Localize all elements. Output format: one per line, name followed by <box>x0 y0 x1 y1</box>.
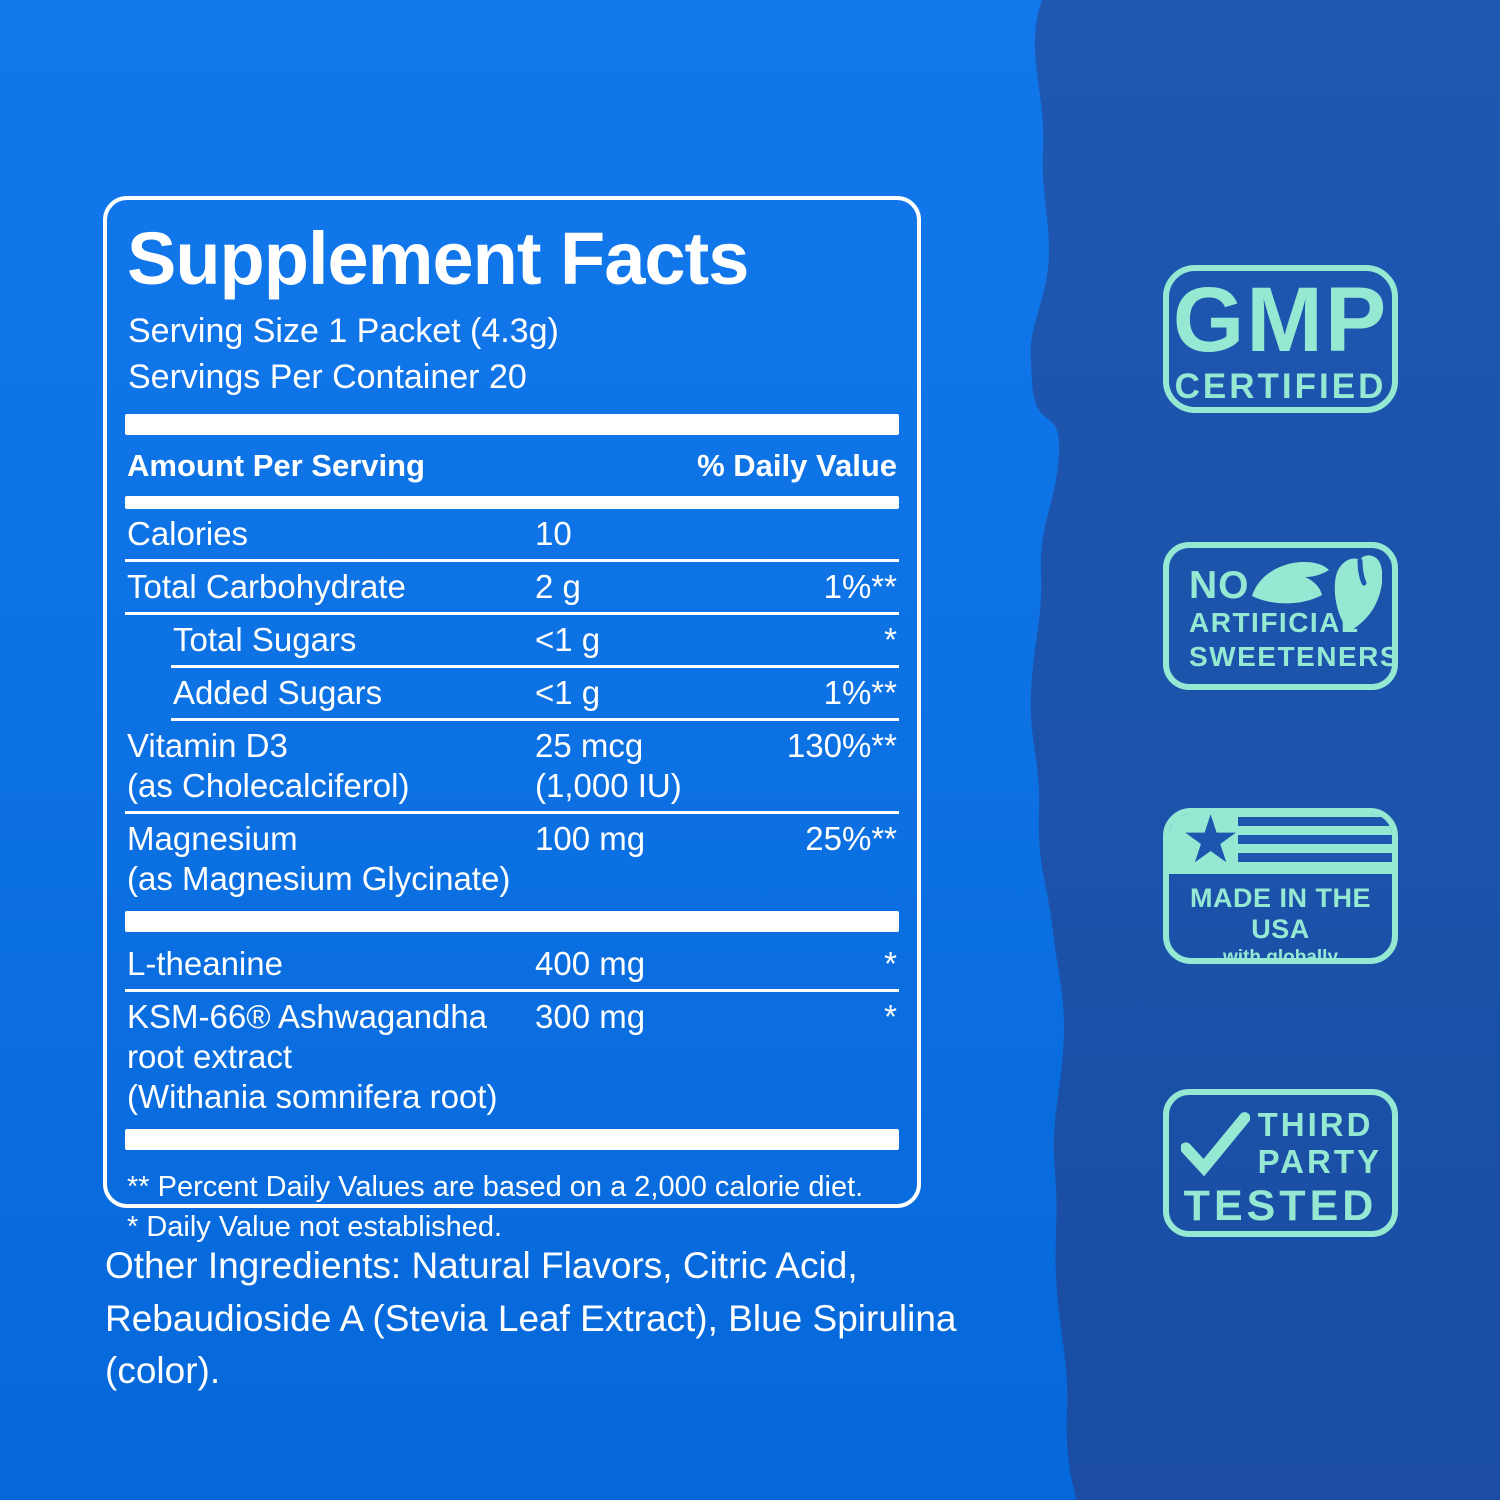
separator-bar-medium <box>125 496 899 509</box>
nutrient-amount: 100 mg <box>535 820 646 857</box>
nutrient-name: Total Carbohydrate <box>127 568 406 605</box>
heart-leaf-icon <box>1334 555 1382 631</box>
supplement-facts-panel: Supplement Facts Serving Size 1 Packet (… <box>103 196 921 1243</box>
table-row-calories: Calories 10 <box>125 509 899 559</box>
table-row-ashwagandha: KSM-66® Ashwagandha root extract (Withan… <box>125 992 899 1122</box>
nutrient-name: Added Sugars <box>173 674 383 711</box>
made-in-usa-badge: ★ MADE IN THE USA with globally sourced … <box>1163 808 1398 964</box>
gmp-badge-subtitle: CERTIFIED <box>1174 367 1387 407</box>
row-divider-indented <box>171 718 899 721</box>
nutrient-amount: 400 mg <box>535 945 646 982</box>
nutrient-name: Calories <box>127 515 249 552</box>
nutrient-daily-value: * <box>884 621 897 658</box>
flag-stripe-icon <box>1238 835 1392 844</box>
flag-stripe-icon <box>1238 853 1392 862</box>
nutrient-daily-value: 25%** <box>805 820 897 857</box>
nutrient-amount: 10 <box>535 515 572 552</box>
table-row-total-sugars: Total Sugars <1 g * <box>125 615 899 665</box>
nutrient-amount: <1 g <box>535 621 601 658</box>
tpt-line-tested: TESTED <box>1183 1182 1378 1230</box>
row-divider <box>125 559 899 562</box>
checkmark-icon <box>1181 1112 1250 1177</box>
nutrient-name: Vitamin D3 (as Cholecalciferol) <box>127 727 410 804</box>
row-divider <box>125 811 899 814</box>
made-in-usa-title: MADE IN THE USA <box>1190 883 1371 944</box>
tpt-line-third: THIRD <box>1257 1106 1374 1144</box>
separator-bar-thick <box>125 1129 899 1150</box>
third-party-words: THIRD PARTY <box>1257 1106 1382 1181</box>
usa-star-icon: ★ <box>1181 808 1241 878</box>
wave-shape <box>1030 0 1500 1500</box>
nutrient-daily-value: * <box>884 998 897 1035</box>
nutrient-daily-value: 1%** <box>823 674 897 711</box>
separator-bar-thick <box>125 911 899 932</box>
heart-leaf-cleft <box>1357 558 1367 586</box>
nutrient-amount: <1 g <box>535 674 601 711</box>
stevia-leaves-icon <box>1252 555 1382 631</box>
gmp-certified-badge: GMP CERTIFIED <box>1163 265 1398 413</box>
flag-stripe-icon <box>1238 817 1392 826</box>
nutrient-daily-value: 130%** <box>786 727 897 764</box>
nutrient-amount: 300 mg <box>535 998 646 1035</box>
no-artificial-sweeteners-badge: NO ARTIFICIAL SWEETENERS <box>1163 542 1401 690</box>
row-divider-indented <box>171 665 899 668</box>
other-ingredients-text: Other Ingredients: Natural Flavors, Citr… <box>105 1245 957 1392</box>
nas-line-no: NO <box>1189 564 1250 607</box>
daily-value-footnotes: ** Percent Daily Values are based on a 2… <box>127 1171 864 1243</box>
gmp-badge-title: GMP <box>1172 269 1389 371</box>
amount-per-serving-header: Amount Per Serving <box>127 448 425 483</box>
nas-line-artificial: ARTIFICIAL <box>1189 607 1360 639</box>
daily-value-header: % Daily Value <box>697 448 897 483</box>
table-row-added-sugars: Added Sugars <1 g 1%** <box>125 668 899 718</box>
nutrient-name: Total Sugars <box>173 621 357 658</box>
third-party-tested-badge: THIRD PARTY TESTED <box>1163 1089 1398 1237</box>
nutrient-name: KSM-66® Ashwagandha root extract (Withan… <box>127 998 498 1115</box>
table-row-total-carbohydrate: Total Carbohydrate 2 g 1%** <box>125 562 899 612</box>
nas-line-sweeteners: SWEETENERS <box>1189 641 1401 673</box>
usa-flag-graphic: ★ <box>1169 814 1392 876</box>
stevia-leaf-icon <box>1252 562 1329 604</box>
tpt-line-party: PARTY <box>1257 1143 1382 1180</box>
separator-bar-thick <box>125 414 899 435</box>
servings-per-container-text: Servings Per Container 20 <box>128 358 527 396</box>
nutrient-daily-value: * <box>884 945 897 982</box>
nutrient-amount: 2 g <box>535 568 581 605</box>
row-divider <box>125 989 899 992</box>
nutrient-amount: 25 mcg (1,000 IU) <box>535 727 682 804</box>
table-row-magnesium: Magnesium (as Magnesium Glycinate) 100 m… <box>125 814 899 904</box>
table-column-header: Amount Per Serving % Daily Value <box>125 435 899 496</box>
nutrient-name: L-theanine <box>127 945 283 982</box>
table-row-l-theanine: L-theanine 400 mg * <box>125 939 899 989</box>
made-in-usa-subtitle: with globally sourced ingredients <box>1222 947 1339 964</box>
nutrient-daily-value: 1%** <box>823 568 897 605</box>
nutrient-name: Magnesium (as Magnesium Glycinate) <box>127 820 511 897</box>
table-row-vitamin-d3: Vitamin D3 (as Cholecalciferol) 25 mcg (… <box>125 721 899 811</box>
no-artificial-sweeteners-content: NO ARTIFICIAL SWEETENERS <box>1169 548 1401 673</box>
third-party-top-row: THIRD PARTY <box>1169 1095 1392 1181</box>
serving-size-text: Serving Size 1 Packet (4.3g) <box>128 312 559 350</box>
supplement-facts-title: Supplement Facts <box>127 217 749 300</box>
row-divider <box>125 612 899 615</box>
